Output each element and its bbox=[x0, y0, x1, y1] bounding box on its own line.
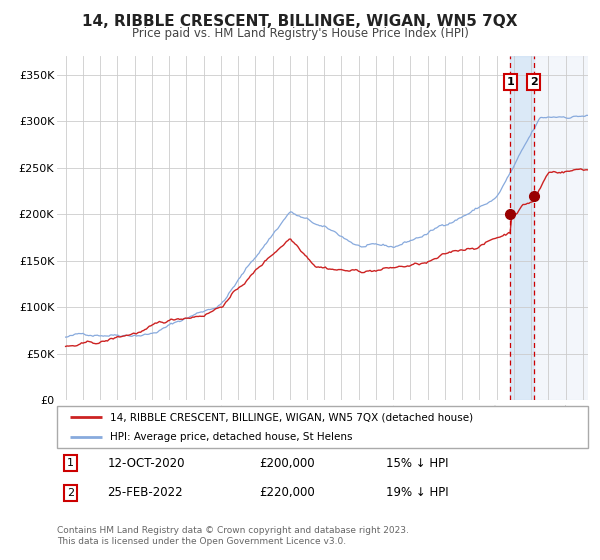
Text: 25-FEB-2022: 25-FEB-2022 bbox=[107, 486, 183, 500]
Text: £200,000: £200,000 bbox=[259, 456, 314, 470]
Text: 2: 2 bbox=[67, 488, 74, 498]
Bar bbox=[533, 56, 596, 400]
Text: 1: 1 bbox=[67, 458, 74, 468]
FancyBboxPatch shape bbox=[57, 406, 588, 448]
Text: 15% ↓ HPI: 15% ↓ HPI bbox=[386, 456, 449, 470]
Text: Contains HM Land Registry data © Crown copyright and database right 2023.
This d: Contains HM Land Registry data © Crown c… bbox=[57, 526, 409, 546]
Text: 2: 2 bbox=[530, 77, 538, 87]
Text: 19% ↓ HPI: 19% ↓ HPI bbox=[386, 486, 449, 500]
Bar bbox=[533, 56, 596, 400]
Text: £220,000: £220,000 bbox=[259, 486, 314, 500]
Bar bbox=[510, 56, 533, 400]
Text: 14, RIBBLE CRESCENT, BILLINGE, WIGAN, WN5 7QX: 14, RIBBLE CRESCENT, BILLINGE, WIGAN, WN… bbox=[82, 14, 518, 29]
Text: 1: 1 bbox=[506, 77, 514, 87]
Text: 12-OCT-2020: 12-OCT-2020 bbox=[107, 456, 185, 470]
Text: HPI: Average price, detached house, St Helens: HPI: Average price, detached house, St H… bbox=[110, 432, 353, 442]
Text: Price paid vs. HM Land Registry's House Price Index (HPI): Price paid vs. HM Land Registry's House … bbox=[131, 27, 469, 40]
Text: 14, RIBBLE CRESCENT, BILLINGE, WIGAN, WN5 7QX (detached house): 14, RIBBLE CRESCENT, BILLINGE, WIGAN, WN… bbox=[110, 412, 473, 422]
